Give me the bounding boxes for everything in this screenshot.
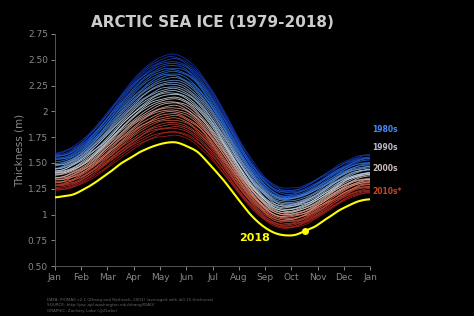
Text: 1990s: 1990s: [373, 143, 398, 152]
Y-axis label: Thickness (m): Thickness (m): [15, 113, 25, 186]
Text: 1980s: 1980s: [373, 125, 398, 134]
Text: 2018: 2018: [239, 233, 270, 243]
Title: ARCTIC SEA ICE (1979-2018): ARCTIC SEA ICE (1979-2018): [91, 15, 334, 30]
Text: DATA: PIOMAS v2.1 (Zhang and Rothrock, 2003) (averaged with ≥0.15 thickness)
SOU: DATA: PIOMAS v2.1 (Zhang and Rothrock, 2…: [47, 298, 214, 313]
Text: 2010s*: 2010s*: [373, 187, 402, 196]
Text: 2000s: 2000s: [373, 164, 398, 173]
